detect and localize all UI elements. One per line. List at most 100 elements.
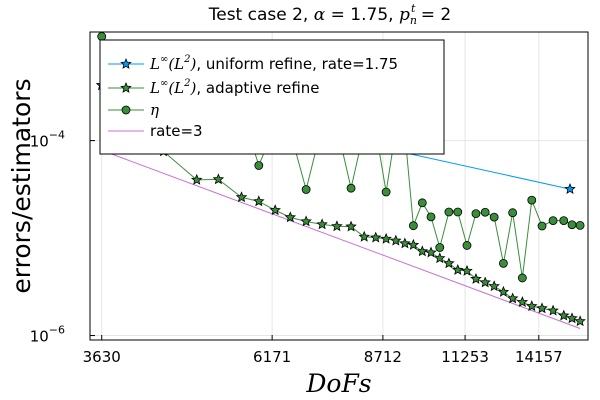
data-point-circle (97, 32, 107, 41)
data-point-star (416, 245, 429, 257)
legend-marker-circle (121, 105, 131, 115)
data-point-star (434, 252, 446, 264)
legend-tail: , adaptive refine (196, 79, 319, 97)
data-point-star (564, 183, 576, 194)
data-point-star (399, 237, 411, 249)
data-point-circle (527, 195, 537, 205)
data-point-circle (346, 183, 356, 193)
legend-sup-2: 2 (183, 78, 190, 89)
legend-label-3: rate=3 (150, 122, 203, 140)
data-point-circle (559, 216, 569, 226)
data-point-circle (462, 241, 472, 250)
legend-paren: (L (168, 79, 184, 97)
title-alpha: α (314, 5, 326, 25)
y-tick-exponent: −6 (49, 324, 65, 337)
data-point-star (284, 211, 297, 223)
title-tail: = 2 (415, 5, 451, 25)
legend-label-1: L∞(L2), adaptive refine (149, 78, 320, 97)
legend-tail: rate=3 (150, 122, 203, 140)
y-axis-label: errors/estimators (7, 78, 36, 293)
data-point-star (526, 300, 538, 312)
data-point-star (425, 246, 437, 258)
data-point-circle (453, 207, 463, 217)
y-axis-ticks: 10−610−4 (30, 129, 95, 346)
data-point-circle (489, 212, 499, 222)
data-point-star (253, 195, 265, 207)
data-point-star (269, 204, 281, 216)
x-tick-label: 6171 (253, 348, 291, 366)
legend-sup-2: 2 (183, 54, 190, 65)
data-point-circle (254, 161, 264, 170)
data-point-circle (426, 212, 436, 222)
legend-marker-star (120, 57, 132, 69)
data-point-star (536, 302, 548, 314)
data-point-star (358, 230, 370, 242)
y-tick-exponent: −4 (49, 129, 65, 142)
data-point-star (516, 296, 529, 308)
title-text: Test case 2, (208, 5, 314, 25)
legend-sup-infinity: ∞ (160, 78, 168, 89)
data-point-star (470, 272, 482, 284)
x-axis-label: DoFs (305, 369, 371, 398)
legend-paren: (L (168, 55, 184, 73)
legend: L∞(L2), uniform refine, rate=1.75L∞(L2),… (99, 39, 445, 155)
x-tick-label: 11253 (441, 348, 489, 366)
data-point-star (574, 315, 586, 327)
title-subscript: n (410, 14, 417, 27)
data-point-star (331, 220, 343, 232)
data-point-star (547, 304, 559, 316)
legend-tail: , uniform refine, rate=1.75 (196, 55, 398, 73)
y-tick-base: 10 (30, 133, 49, 151)
data-point-star (566, 312, 578, 324)
data-point-star (461, 264, 473, 276)
data-point-star (369, 231, 382, 243)
legend-box (99, 39, 445, 155)
data-point-star (300, 215, 312, 227)
data-point-star (212, 173, 225, 185)
legend-math-eta: η (150, 101, 159, 119)
y-tick-base: 10 (30, 328, 49, 346)
series-layer (95, 32, 586, 329)
title-superscript: t (411, 2, 416, 15)
legend-math-L: L (149, 55, 160, 73)
legend-label-2: η (150, 101, 159, 119)
data-point-circle (408, 221, 418, 231)
chart-title: Test case 2, α = 1.75, pnt = 2 (208, 2, 451, 27)
series-line-3 (101, 149, 581, 329)
x-axis-ticks: 3630 6171 8712 11253 14157 (83, 335, 563, 366)
data-point-star (345, 220, 357, 232)
data-point-circle (480, 207, 490, 217)
legend-marker-star (120, 81, 132, 93)
data-point-star (443, 257, 455, 269)
data-point-circle (567, 220, 577, 230)
data-point-circle (517, 273, 527, 283)
data-point-circle (471, 209, 481, 219)
data-point-circle (301, 185, 311, 194)
legend-close: ) (190, 55, 197, 73)
data-point-circle (499, 258, 508, 268)
y-tick-label: 10−4 (30, 129, 65, 151)
x-tick-label: 3630 (83, 348, 121, 366)
data-point-star (452, 263, 464, 275)
data-point-star (497, 285, 510, 297)
x-tick-label: 8712 (364, 348, 402, 366)
data-point-star (488, 280, 500, 292)
title-alpha-value: = 1.75, (325, 5, 399, 25)
plot-frame (89, 31, 589, 341)
data-point-star (390, 234, 402, 246)
legend-close: ) (190, 79, 197, 97)
data-point-circle (548, 216, 558, 226)
data-point-star (316, 218, 328, 230)
data-point-circle (444, 207, 454, 217)
x-tick-label: 14157 (515, 348, 563, 366)
data-point-circle (417, 198, 427, 208)
data-point-circle (435, 243, 445, 252)
legend-math-L: L (149, 79, 160, 97)
data-point-circle (508, 208, 518, 218)
data-point-star (506, 292, 519, 304)
data-point-circle (537, 221, 547, 231)
y-tick-label: 10−6 (30, 324, 65, 346)
title-p: p (399, 5, 410, 25)
data-point-circle (381, 187, 391, 197)
